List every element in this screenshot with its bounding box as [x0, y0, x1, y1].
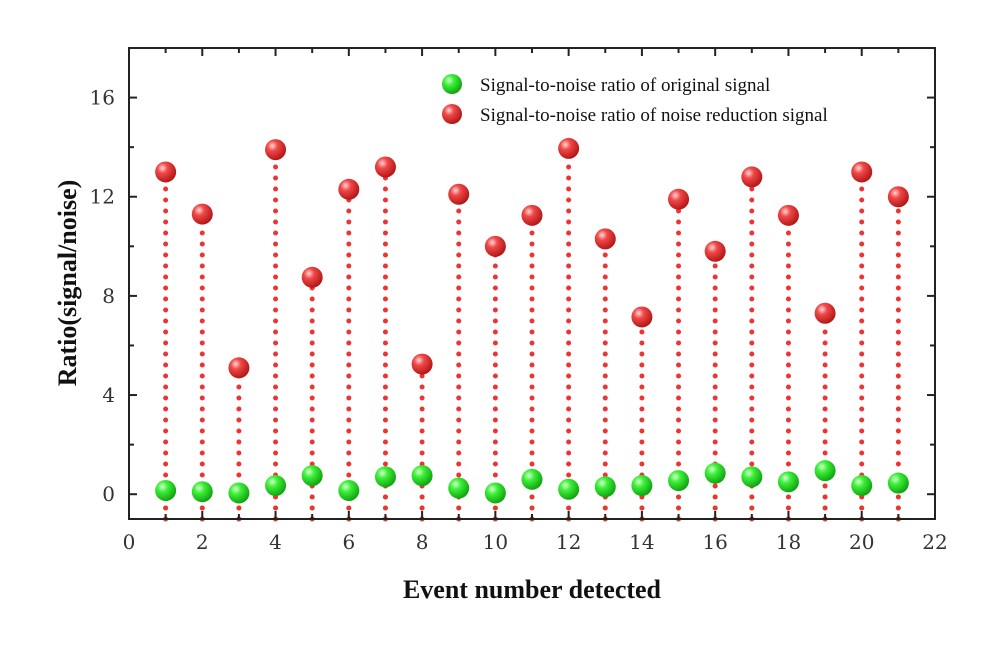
- point-noise-reduction-event-5: [301, 266, 323, 288]
- x-tick-label-14: 14: [629, 530, 654, 554]
- point-noise-reduction-event-18: [777, 204, 799, 226]
- x-tick-label-20: 20: [849, 530, 874, 554]
- point-original-event-21: [887, 472, 909, 494]
- point-noise-reduction-event-19: [814, 302, 836, 324]
- point-original-event-11: [521, 468, 543, 490]
- point-original-event-3: [228, 482, 250, 504]
- point-original-event-12: [558, 478, 580, 500]
- point-original-event-18: [777, 471, 799, 493]
- point-original-event-10: [484, 482, 506, 504]
- point-noise-reduction-event-14: [631, 306, 653, 328]
- point-original-event-13: [594, 476, 616, 498]
- point-noise-reduction-event-20: [851, 161, 873, 183]
- x-tick-label-22: 22: [922, 530, 947, 554]
- point-noise-reduction-event-17: [741, 166, 763, 188]
- y-axis-title: Ratio(signal/noise): [53, 180, 82, 387]
- x-tick-label-16: 16: [702, 530, 727, 554]
- point-original-event-4: [265, 475, 287, 497]
- y-tick-label-8: 8: [102, 284, 115, 308]
- legend-label-original: Signal-to-noise ratio of original signal: [480, 75, 770, 96]
- ticks-layer: [128, 48, 936, 519]
- point-noise-reduction-event-10: [484, 235, 506, 257]
- x-tick-label-6: 6: [342, 530, 355, 554]
- point-noise-reduction-event-21: [887, 186, 909, 208]
- point-original-event-20: [851, 475, 873, 497]
- point-noise-reduction-event-16: [704, 240, 726, 262]
- x-axis-title: Event number detected: [403, 575, 662, 604]
- point-noise-reduction-event-8: [411, 353, 433, 375]
- point-noise-reduction-event-12: [558, 137, 580, 159]
- point-noise-reduction-event-9: [448, 183, 470, 205]
- x-tick-label-0: 0: [123, 530, 136, 554]
- point-noise-reduction-event-11: [521, 204, 543, 226]
- legend: Signal-to-noise ratio of original signal…: [442, 74, 828, 126]
- tick-labels-layer: 0 2 4 6 8 10 12 14 16 18 20 22 0 4 8 12 16: [90, 86, 948, 554]
- point-original-event-6: [338, 479, 360, 501]
- x-tick-label-12: 12: [556, 530, 581, 554]
- x-tick-label-4: 4: [269, 530, 282, 554]
- x-tick-label-18: 18: [776, 530, 801, 554]
- point-noise-reduction-event-2: [191, 203, 213, 225]
- point-original-event-16: [704, 462, 726, 484]
- point-noise-reduction-event-1: [155, 161, 177, 183]
- point-original-event-7: [374, 466, 396, 488]
- point-noise-reduction-event-3: [228, 357, 250, 379]
- point-original-event-8: [411, 465, 433, 487]
- point-original-event-15: [668, 470, 690, 492]
- point-noise-reduction-event-15: [668, 188, 690, 210]
- y-tick-label-4: 4: [102, 383, 115, 407]
- y-tick-label-0: 0: [102, 482, 115, 506]
- legend-label-noise-reduction: Signal-to-noise ratio of noise reduction…: [480, 105, 828, 126]
- stems-layer: [163, 145, 901, 522]
- point-original-event-5: [301, 465, 323, 487]
- points-layer: [155, 137, 909, 504]
- y-tick-label-16: 16: [90, 86, 115, 110]
- x-tick-label-2: 2: [196, 530, 209, 554]
- point-noise-reduction-event-4: [265, 139, 287, 161]
- point-original-event-14: [631, 475, 653, 497]
- point-noise-reduction-event-13: [594, 228, 616, 250]
- legend-marker-original: [442, 74, 462, 94]
- point-noise-reduction-event-7: [374, 156, 396, 178]
- point-original-event-19: [814, 460, 836, 482]
- point-original-event-1: [155, 479, 177, 501]
- point-original-event-2: [191, 481, 213, 503]
- x-tick-label-10: 10: [483, 530, 508, 554]
- y-tick-label-12: 12: [90, 185, 115, 209]
- point-original-event-17: [741, 466, 763, 488]
- legend-marker-noise-reduction: [442, 104, 462, 124]
- x-tick-label-8: 8: [416, 530, 429, 554]
- point-original-event-9: [448, 477, 470, 499]
- point-noise-reduction-event-6: [338, 178, 360, 200]
